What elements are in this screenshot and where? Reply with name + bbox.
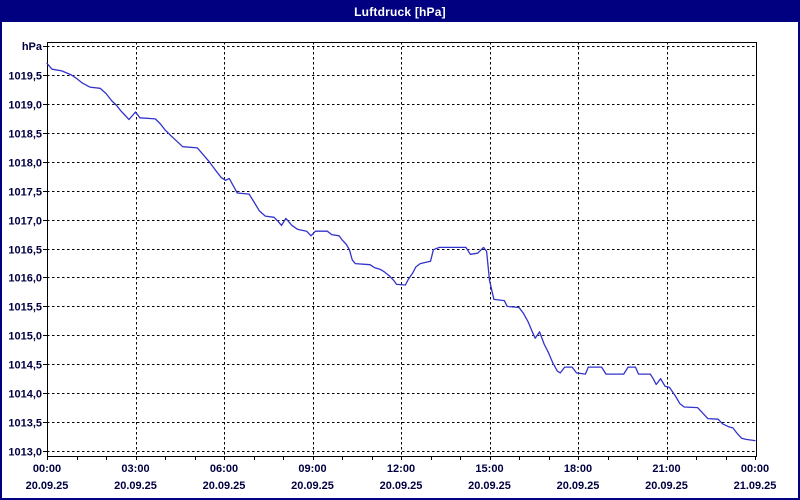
plot-frame <box>47 42 757 457</box>
y-tick-label: 1018,5 <box>8 129 42 141</box>
x-tick-date-label: 20.09.25 <box>26 480 69 492</box>
y-tick-label: 1015,0 <box>8 331 42 343</box>
y-tick-label: 1019,5 <box>8 71 42 83</box>
x-tick-time-label: 00:00 <box>741 463 769 475</box>
x-tick-date-label: 20.09.25 <box>114 480 157 492</box>
x-tick-time-label: 03:00 <box>121 463 149 475</box>
x-tick-date-label: 20.09.25 <box>203 480 246 492</box>
y-tick-label: 1013,5 <box>8 418 42 430</box>
x-tick-date-label: 20.09.25 <box>468 480 511 492</box>
y-tick-label: 1016,0 <box>8 273 42 285</box>
x-tick-time-label: 15:00 <box>475 463 503 475</box>
window-title-bar: Luftdruck [hPa] <box>2 2 798 22</box>
x-tick-date-label: 21.09.25 <box>734 480 777 492</box>
y-tick-label: 1013,0 <box>8 447 42 459</box>
x-tick-date-label: 20.09.25 <box>291 480 334 492</box>
y-axis-unit-label: hPa <box>22 41 43 53</box>
x-tick-time-label: 00:00 <box>33 463 61 475</box>
y-tick-label: 1014,0 <box>8 389 42 401</box>
x-tick-time-label: 12:00 <box>387 463 415 475</box>
y-tick-label: 1017,0 <box>8 216 42 228</box>
x-tick-time-label: 18:00 <box>564 463 592 475</box>
x-tick-time-label: 09:00 <box>298 463 326 475</box>
y-tick-label: 1015,5 <box>8 302 42 314</box>
window-title: Luftdruck [hPa] <box>354 5 446 19</box>
y-tick-label: 1016,5 <box>8 245 42 257</box>
y-tick-label: 1018,0 <box>8 158 42 170</box>
x-tick-date-label: 20.09.25 <box>645 480 688 492</box>
y-tick-label: 1019,0 <box>8 100 42 112</box>
x-tick-time-label: 21:00 <box>652 463 680 475</box>
x-tick-time-label: 06:00 <box>210 463 238 475</box>
x-tick-date-label: 20.09.25 <box>380 480 423 492</box>
y-tick-label: 1017,5 <box>8 187 42 199</box>
y-tick-label: 1014,5 <box>8 360 42 372</box>
x-tick-date-label: 20.09.25 <box>557 480 600 492</box>
pressure-line <box>46 62 756 442</box>
